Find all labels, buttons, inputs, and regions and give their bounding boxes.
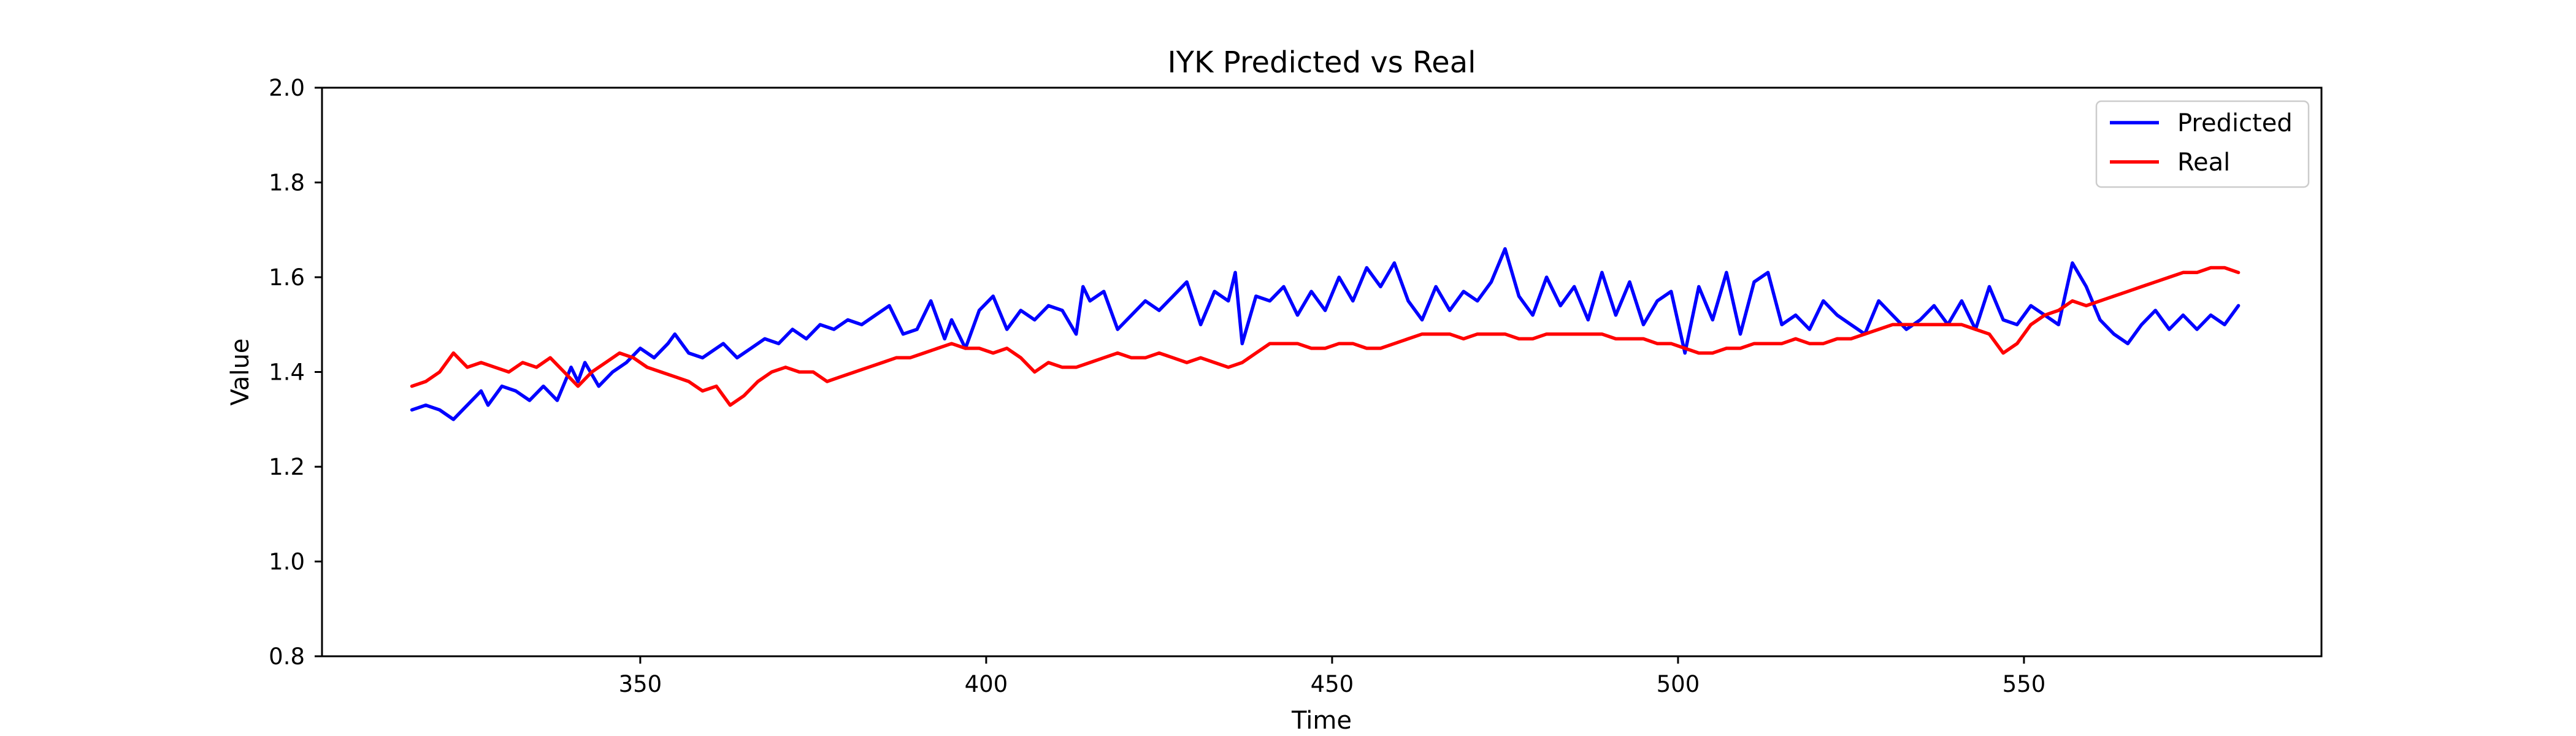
x-tick-label: 350	[619, 671, 662, 697]
x-tick-label: 450	[1311, 671, 1354, 697]
y-axis-label: Value	[226, 339, 255, 406]
x-tick-label: 550	[2003, 671, 2046, 697]
y-tick-label: 1.8	[269, 170, 305, 196]
chart-title: IYK Predicted vs Real	[1168, 45, 1476, 80]
y-tick-label: 1.4	[269, 359, 305, 386]
legend-label-real: Real	[2177, 148, 2230, 177]
axes-layer: 350 400 450 500 550 0.8 1.0 1.2 1.4 1.6 1.8 2.0	[269, 75, 2323, 697]
series-line-predicted	[410, 247, 2241, 421]
series-line-real	[410, 266, 2241, 407]
y-tick-label: 0.8	[269, 643, 305, 670]
y-tick-label: 1.0	[269, 549, 305, 575]
legend-label-predicted: Predicted	[2177, 109, 2293, 137]
series-layer	[410, 247, 2241, 421]
x-tick-label: 400	[965, 671, 1008, 697]
legend: Predicted Real	[2095, 100, 2310, 188]
y-tick-label: 1.6	[269, 264, 305, 291]
x-tick-label: 500	[1657, 671, 1700, 697]
x-axis-label: Time	[1291, 707, 1352, 735]
y-tick-label: 1.2	[269, 454, 305, 480]
y-tick-label: 2.0	[269, 75, 305, 101]
